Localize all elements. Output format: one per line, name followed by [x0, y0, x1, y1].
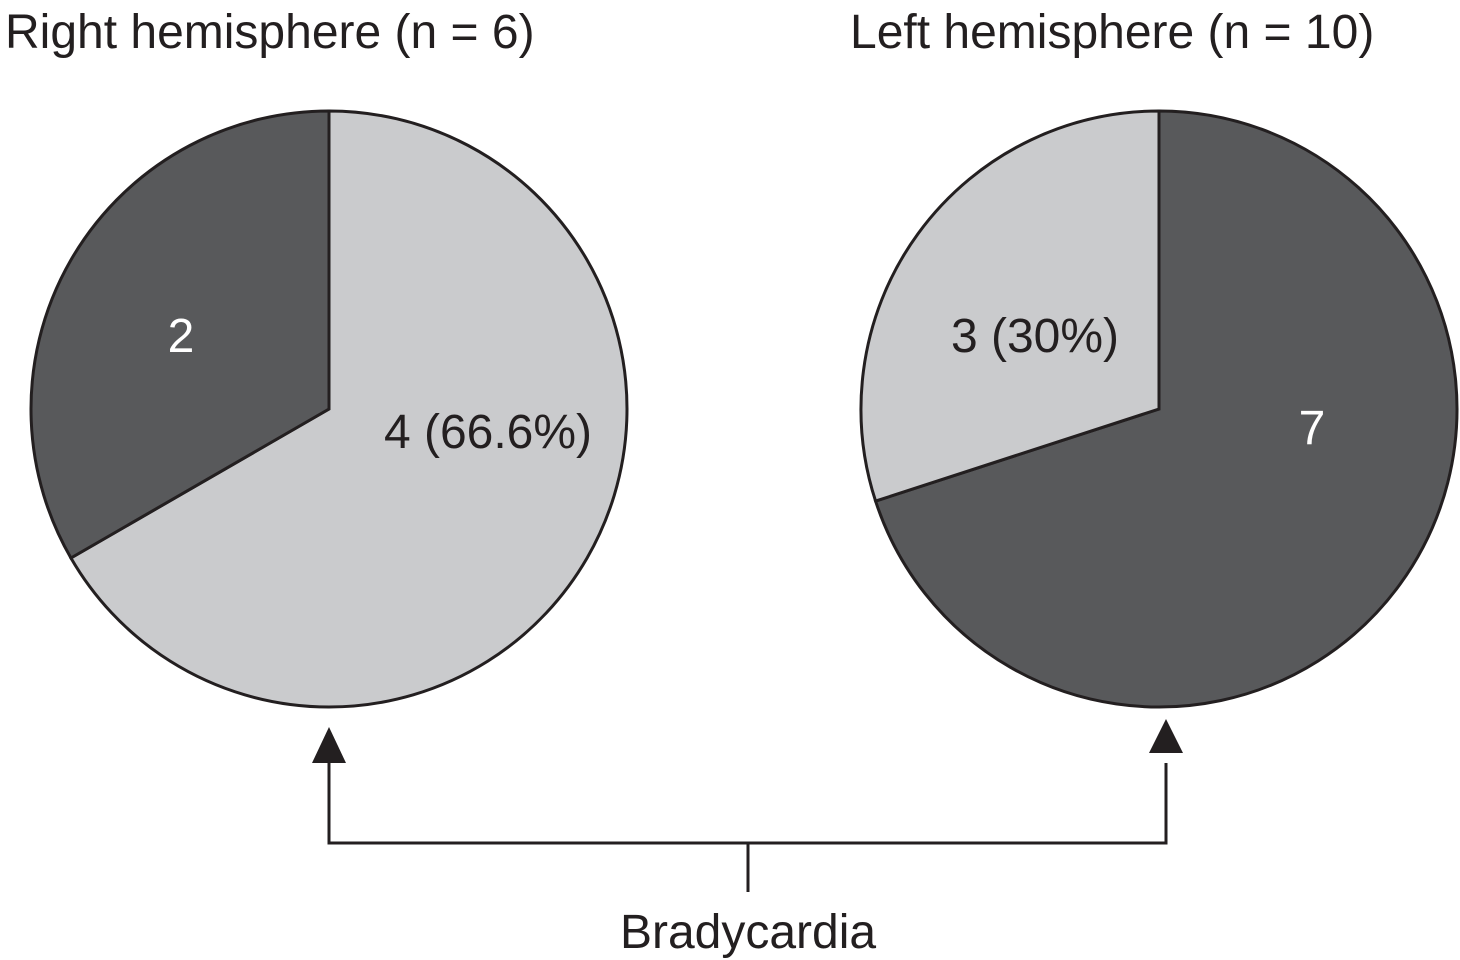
- slice-label: 7: [1299, 402, 1326, 455]
- bradycardia-bracket: Bradycardia: [312, 719, 1183, 959]
- pie-chart-left-hemisphere: Left hemisphere (n = 10) 7 3 (30%): [850, 6, 1459, 709]
- slice-label: 3 (30%): [951, 310, 1119, 363]
- pie-slice: [29, 109, 331, 561]
- slice-label: 2: [168, 310, 195, 363]
- arrow-up-icon: [1149, 719, 1183, 753]
- slice-label: 4 (66.6%): [384, 406, 592, 459]
- pie-chart-right-hemisphere: Right hemisphere (n = 6) 4 (66.6%) 2: [5, 6, 629, 709]
- arrow-up-icon: [312, 727, 346, 763]
- pie-slice: [68, 109, 629, 709]
- chart-title-left-hemisphere: Left hemisphere (n = 10): [850, 6, 1374, 59]
- bracket-line: [327, 763, 1168, 845]
- chart-title-right-hemisphere: Right hemisphere (n = 6): [5, 6, 535, 59]
- pie-slice: [859, 109, 1161, 503]
- pie-slice: [873, 109, 1459, 709]
- annotation-bradycardia: Bradycardia: [620, 906, 876, 959]
